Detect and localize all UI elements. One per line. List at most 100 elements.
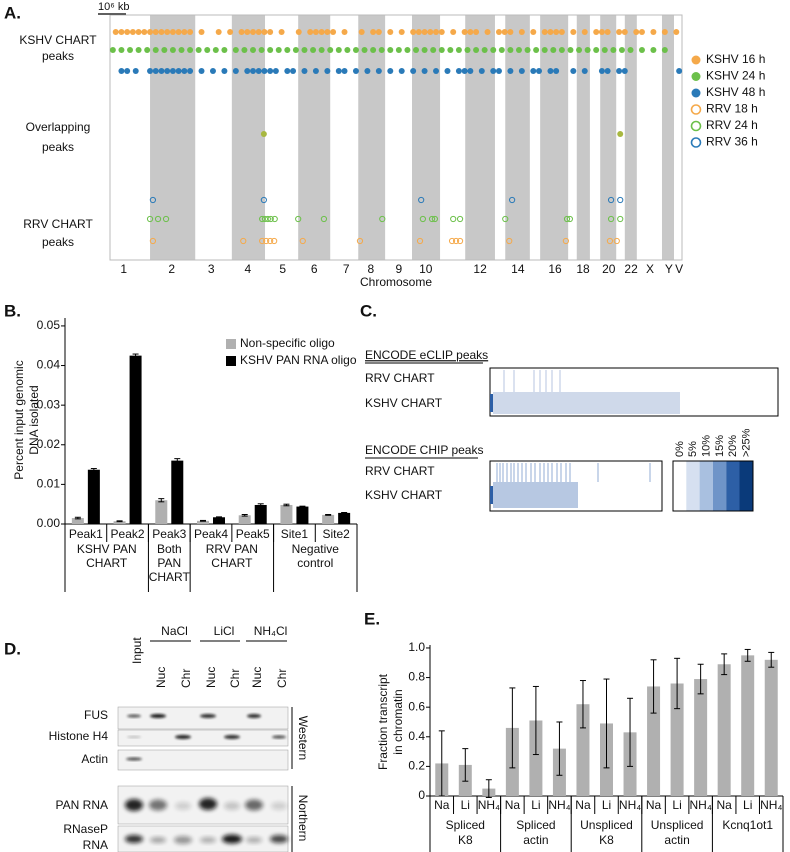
- x-tick-label: Na: [646, 798, 662, 812]
- peak-dot: [617, 215, 624, 223]
- y-tick-label: 0.2: [408, 759, 425, 773]
- blot-row-label: PAN RNA: [56, 798, 108, 812]
- bar: [71, 518, 84, 524]
- peak-dot: [661, 29, 668, 35]
- peak-dot: [618, 47, 625, 53]
- x-tick-label: NH₄: [548, 798, 570, 812]
- peak-dot: [132, 68, 139, 74]
- panel-label: D.: [4, 639, 21, 658]
- peak-dot: [327, 47, 334, 53]
- peak-dot: [290, 68, 297, 74]
- peak-dot: [606, 237, 614, 245]
- scale-label: 10%: [701, 435, 713, 457]
- peak-dot: [461, 29, 468, 35]
- peak-dot: [410, 68, 417, 74]
- peak-dot: [553, 68, 560, 74]
- peak-dot: [227, 29, 234, 35]
- heatmap: [489, 367, 779, 512]
- peak-dot: [341, 68, 348, 74]
- peak-dot: [550, 47, 557, 53]
- peak-dot: [676, 68, 683, 74]
- error-bar: [603, 678, 610, 769]
- row-label: RRV CHART: [365, 464, 435, 478]
- x-tick-label: Peak2: [111, 527, 145, 541]
- peak-dot: [118, 29, 125, 35]
- peak-dot: [431, 215, 438, 223]
- chromosome-label: 3: [208, 262, 215, 276]
- peak-dot: [260, 196, 267, 204]
- peak-dot: [433, 68, 440, 74]
- peak-dot: [617, 196, 624, 204]
- group-label: CHART: [86, 556, 128, 570]
- peak-dot: [240, 237, 247, 245]
- error-bar: [132, 353, 139, 358]
- peak-dot: [616, 29, 623, 35]
- peak-dot: [250, 47, 256, 53]
- peak-dot: [398, 29, 405, 35]
- peak-dot: [264, 215, 271, 223]
- bar: [322, 514, 335, 524]
- chromosome-label: V: [675, 262, 683, 276]
- peak-dot: [295, 29, 302, 35]
- peak-dot: [518, 29, 525, 35]
- y-axis-title: Percent input genomic: [12, 360, 26, 479]
- peak-dot: [124, 68, 131, 74]
- peak-dot: [547, 29, 554, 35]
- peak-dot: [127, 47, 134, 53]
- peak-dot: [152, 68, 159, 74]
- error-bar: [158, 498, 165, 503]
- error-bar: [116, 520, 123, 523]
- chromosome-band: [298, 15, 331, 260]
- chromosome-label: 18: [576, 262, 590, 276]
- group-label: Negative: [292, 542, 340, 556]
- blot-type: Northern: [296, 795, 310, 842]
- peak-dot: [232, 47, 239, 53]
- peak-dot: [661, 47, 668, 53]
- peak-dot: [344, 47, 351, 53]
- peak-dot: [187, 68, 194, 74]
- legend-label: Non-specific oligo: [240, 336, 335, 350]
- peak-dot: [147, 29, 154, 35]
- group-label: control: [297, 556, 333, 570]
- peak-dot: [633, 29, 640, 35]
- error-bar: [579, 680, 586, 729]
- peak-dot: [416, 237, 424, 245]
- bar: [338, 512, 351, 524]
- peak-dot: [135, 29, 142, 35]
- x-tick-label: Peak5: [236, 527, 270, 541]
- blot-band: [126, 757, 142, 761]
- error-bar: [174, 458, 181, 464]
- chromosome-band: [358, 15, 386, 260]
- peak-dot: [410, 29, 417, 35]
- peak-dot: [267, 68, 274, 74]
- error-bar: [532, 685, 539, 756]
- peak-dot: [570, 68, 577, 74]
- blot-band: [150, 714, 166, 718]
- x-tick-label: NH₄: [760, 798, 782, 812]
- scale-label: 20%: [727, 435, 739, 457]
- chromosome-band: [540, 15, 569, 260]
- bar: [129, 355, 142, 524]
- peak-dot: [547, 68, 554, 74]
- row-label: peaks: [42, 235, 74, 249]
- scale-label: 0%: [674, 441, 686, 457]
- peak-dot: [467, 29, 474, 35]
- x-tick-label: Li: [461, 798, 470, 812]
- peak-dot: [330, 29, 337, 35]
- blot-band: [174, 836, 192, 844]
- peak-dot: [530, 29, 537, 35]
- y-axis-title: in chromatin: [391, 689, 405, 754]
- bar: [213, 517, 225, 524]
- scale-cell: [739, 461, 753, 511]
- peak-dot: [181, 29, 188, 35]
- peak-dot: [272, 68, 279, 74]
- blot-row-label: FUS: [84, 708, 108, 722]
- chromosome-label: 16: [548, 262, 562, 276]
- bar: [87, 469, 100, 524]
- x-tick-label: Na: [575, 798, 591, 812]
- peak-dot: [450, 215, 457, 223]
- group-label: CHART: [149, 570, 191, 584]
- peak-block: [493, 392, 680, 414]
- peak-dot: [267, 29, 274, 35]
- peak-dot: [118, 68, 125, 74]
